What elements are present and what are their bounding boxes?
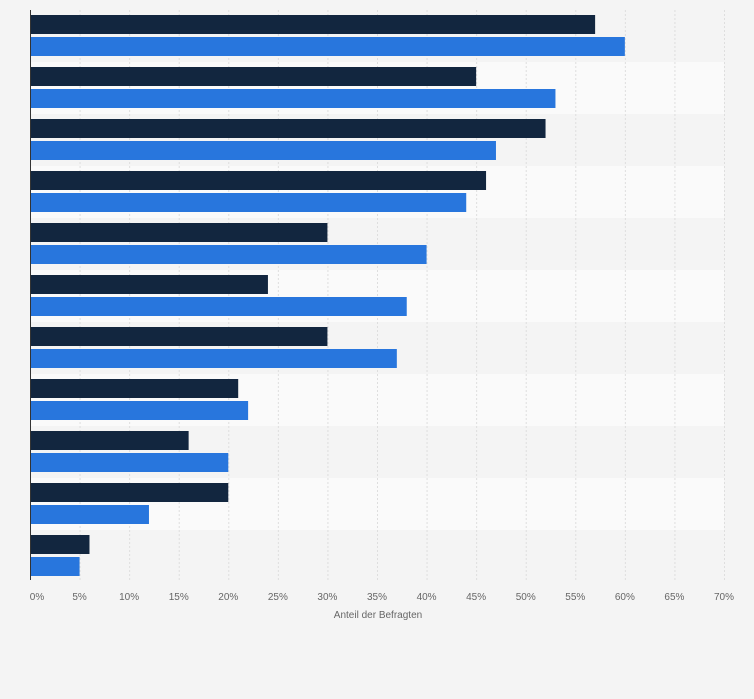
bar <box>30 327 328 346</box>
bar <box>30 401 249 420</box>
bar <box>30 453 229 472</box>
bar <box>30 557 80 576</box>
x-tick-label: 10% <box>119 592 139 603</box>
x-tick-labels: 0% 5% 10% 15% 20% 25% 30% 35% 40% 45% 50% 55% 60% 65%… <box>30 592 734 603</box>
x-tick-label: 15% <box>169 592 189 603</box>
x-axis-title: Anteil der Befragten <box>334 610 422 621</box>
x-tick-label: 50% <box>516 592 536 603</box>
bar <box>30 535 90 554</box>
bar <box>30 379 239 398</box>
bar <box>30 37 625 56</box>
bar <box>30 119 546 138</box>
bar <box>30 505 149 524</box>
x-tick-label: 0% <box>30 592 45 603</box>
bar <box>30 89 556 108</box>
bar <box>30 193 467 212</box>
bars <box>30 15 625 576</box>
grid-lines <box>79 10 725 580</box>
x-tick-label: 20% <box>218 592 238 603</box>
x-tick-label: 30% <box>317 592 337 603</box>
bar <box>30 223 328 242</box>
bar <box>30 349 397 368</box>
x-tick-label: 55% <box>565 592 585 603</box>
bar <box>30 171 487 190</box>
bar <box>30 431 189 450</box>
bar <box>30 141 496 160</box>
bar <box>30 297 407 316</box>
x-tick-label: 60% <box>615 592 635 603</box>
x-tick-label: 70% <box>714 592 734 603</box>
bar <box>30 275 268 294</box>
x-tick-label: 65% <box>664 592 684 603</box>
bar <box>30 67 477 86</box>
bar <box>30 245 427 264</box>
x-tick-label: 25% <box>268 592 288 603</box>
bar <box>30 483 229 502</box>
x-tick-label: 35% <box>367 592 387 603</box>
x-tick-label: 40% <box>417 592 437 603</box>
bar <box>30 15 596 34</box>
x-tick-label: 45% <box>466 592 486 603</box>
x-tick-label: 5% <box>72 592 87 603</box>
